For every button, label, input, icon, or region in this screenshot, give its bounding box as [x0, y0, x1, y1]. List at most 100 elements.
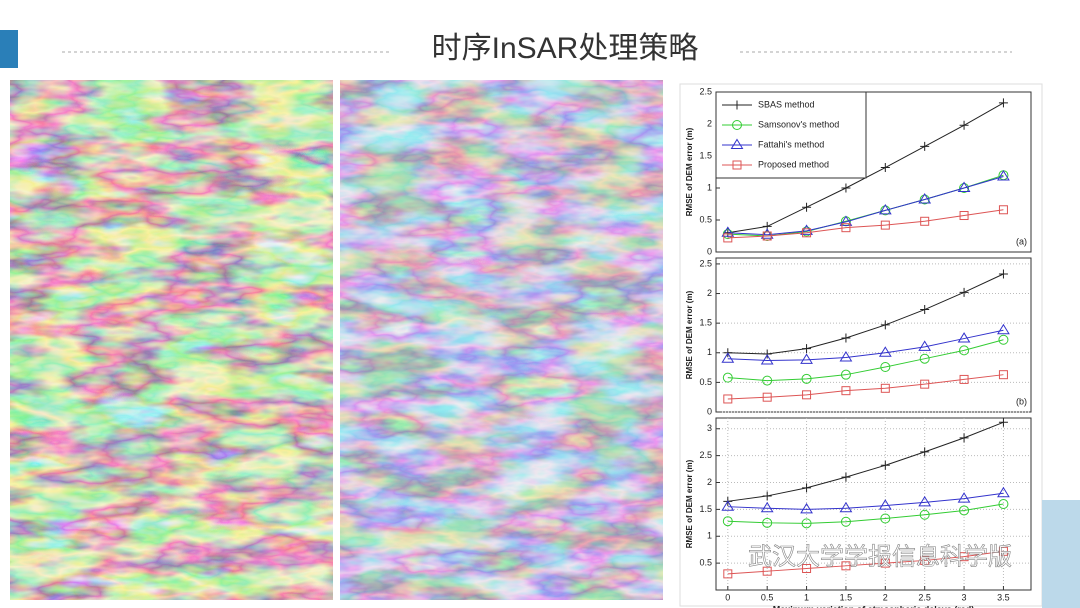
legend-marker — [730, 138, 744, 149]
marker — [762, 349, 772, 359]
marker — [801, 518, 812, 529]
panel-label: (b) — [1016, 396, 1027, 406]
marker — [760, 501, 774, 513]
interferogram-image — [340, 80, 663, 600]
marker — [959, 345, 970, 356]
y-tick-label: 2 — [707, 118, 712, 128]
legend-label: Proposed method — [758, 159, 829, 169]
legend-marker — [732, 120, 742, 130]
marker — [723, 569, 733, 579]
marker — [920, 216, 930, 226]
marker — [880, 513, 891, 524]
marker — [839, 501, 853, 513]
marker — [722, 372, 733, 383]
marker — [957, 492, 971, 503]
marker — [839, 215, 853, 226]
marker — [998, 546, 1008, 556]
marker — [959, 552, 969, 562]
y-tick-label: 2 — [707, 477, 712, 487]
marker — [998, 205, 1008, 215]
marker — [998, 417, 1008, 427]
marker — [957, 332, 971, 343]
x-tick-label: 0 — [725, 592, 730, 602]
y-tick-label: 0.5 — [699, 377, 712, 387]
marker — [998, 370, 1008, 380]
x-tick-label: 3 — [962, 592, 967, 602]
legend-marker — [732, 160, 742, 170]
series-line — [727, 421, 1004, 502]
marker — [800, 502, 813, 514]
decoration — [1042, 500, 1080, 608]
y-axis-label: RMSE of DEM error (m) — [685, 459, 694, 548]
x-tick-label: 2 — [883, 592, 888, 602]
accent-block — [0, 30, 18, 68]
marker — [920, 447, 930, 457]
y-tick-label: 2.5 — [699, 86, 712, 96]
marker — [959, 287, 969, 297]
marker — [998, 334, 1009, 345]
marker — [959, 374, 969, 384]
marker — [959, 211, 969, 221]
marker — [800, 353, 813, 364]
y-axis-label: RMSE of DEM error (m) — [685, 290, 694, 379]
plot-frame — [715, 257, 1032, 413]
legend-label: SBAS method — [758, 99, 815, 109]
marker — [841, 386, 851, 396]
marker — [841, 472, 851, 482]
y-tick-label: 1 — [707, 347, 712, 357]
x-tick-label: 3.5 — [997, 592, 1010, 602]
marker — [997, 170, 1010, 181]
marker — [880, 320, 890, 330]
y-tick-label: 3 — [707, 423, 712, 433]
marker — [801, 373, 812, 384]
marker — [802, 228, 812, 238]
slide-title: 时序InSAR处理策略 — [432, 32, 699, 65]
marker — [762, 392, 772, 402]
marker — [919, 194, 930, 205]
marker — [997, 486, 1010, 498]
legend-label: Fattahi's method — [758, 139, 824, 149]
marker — [997, 323, 1010, 335]
marker — [959, 183, 970, 193]
series-line — [727, 492, 1004, 510]
marker — [920, 555, 930, 565]
marker — [762, 231, 772, 241]
marker — [878, 499, 892, 510]
marker — [802, 483, 812, 493]
marker — [959, 120, 969, 130]
marker — [802, 564, 812, 573]
y-tick-label: 2.5 — [699, 258, 712, 268]
marker — [839, 351, 853, 362]
marker — [918, 340, 932, 351]
y-tick-label: 1.5 — [699, 318, 712, 328]
marker — [841, 223, 851, 233]
marker — [760, 228, 774, 239]
marker — [919, 353, 930, 364]
marker — [762, 375, 773, 386]
marker — [920, 141, 930, 151]
panel-label: (a) — [1016, 236, 1027, 246]
y-tick-label: 1.5 — [699, 504, 712, 514]
marker — [998, 98, 1008, 108]
marker — [880, 460, 890, 470]
marker — [802, 202, 812, 212]
x-tick-label: 2.5 — [918, 592, 931, 602]
y-tick-label: 1 — [707, 531, 712, 541]
y-tick-label: 0 — [707, 406, 712, 416]
series-line — [727, 273, 1004, 355]
x-tick-label: 1.5 — [840, 592, 853, 602]
marker — [878, 346, 892, 357]
marker — [802, 344, 812, 354]
y-tick-label: 1.5 — [699, 150, 712, 160]
series-line — [727, 550, 1004, 575]
marker — [880, 361, 891, 372]
marker — [919, 509, 930, 520]
marker — [880, 220, 890, 230]
marker — [840, 369, 851, 380]
marker — [920, 379, 930, 389]
marker — [762, 566, 772, 576]
marker — [880, 163, 890, 173]
marker — [723, 394, 733, 404]
legend-label: Samsonov's method — [758, 119, 839, 129]
y-tick-label: 1 — [707, 182, 712, 192]
